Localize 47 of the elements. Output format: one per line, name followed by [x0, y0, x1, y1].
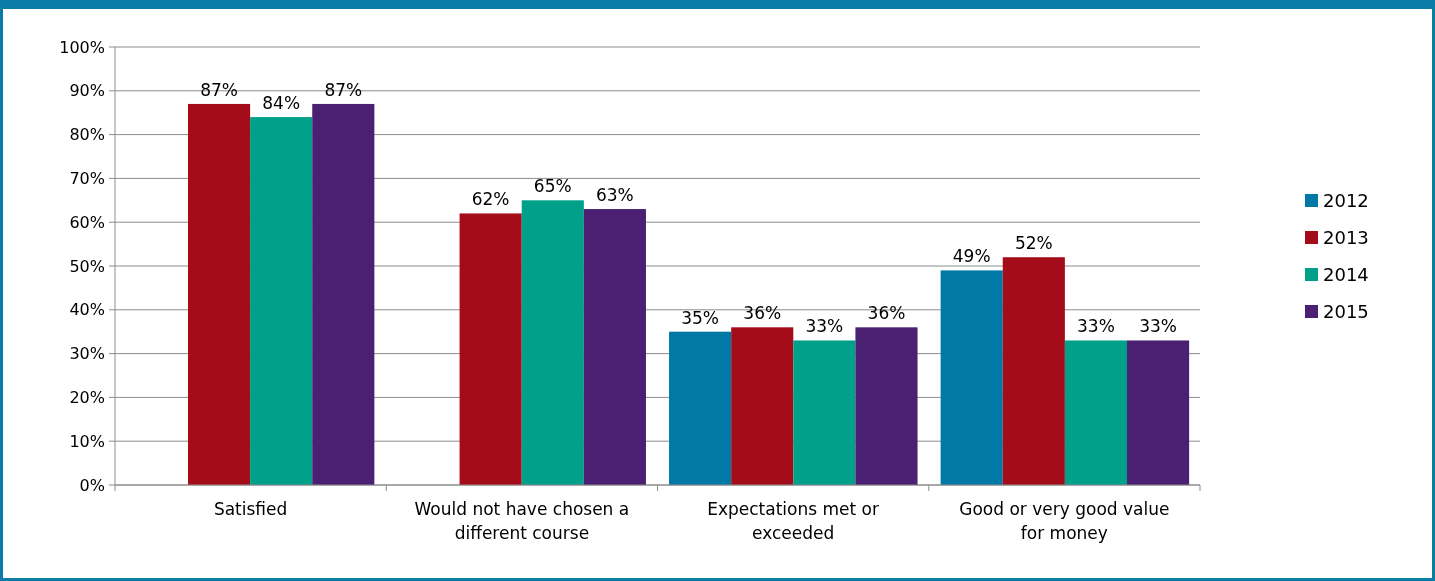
bar [1002, 257, 1065, 485]
data-label: 52% [1014, 233, 1053, 254]
data-label: 87% [324, 79, 363, 100]
y-tick-label: 80% [69, 125, 105, 145]
y-tick-label: 0% [79, 475, 105, 495]
y-tick-label: 10% [69, 431, 105, 451]
legend-label: 2014 [1323, 264, 1369, 286]
bar [855, 327, 918, 485]
data-label: 36% [743, 303, 782, 324]
y-tick-label: 50% [69, 256, 105, 276]
bar [583, 209, 646, 485]
bar [521, 200, 584, 485]
x-tick-label: Would not have chosen a different course [414, 499, 630, 543]
data-label: 36% [867, 303, 906, 324]
data-label: 33% [1139, 316, 1177, 337]
data-label: 35% [681, 307, 719, 328]
bar [459, 213, 522, 485]
bar [1127, 340, 1190, 485]
y-tick-label: 100% [59, 37, 105, 57]
x-tick-label: Expectations met or exceeded [707, 499, 880, 543]
data-label: 49% [952, 246, 991, 267]
bar [940, 270, 1003, 485]
bar [731, 327, 794, 485]
data-label: 62% [471, 189, 510, 210]
legend-label: 2013 [1323, 227, 1369, 249]
bar [1064, 340, 1128, 485]
y-tick-label: 40% [69, 300, 105, 320]
bar [187, 103, 251, 485]
y-tick-label: 60% [69, 212, 105, 232]
bar [312, 103, 375, 485]
bar [250, 117, 313, 485]
y-tick-label: 70% [69, 169, 105, 188]
y-tick-label: 30% [69, 344, 105, 364]
data-label: 84% [262, 93, 301, 114]
data-label: 33% [805, 316, 844, 337]
legend-label: 2015 [1323, 301, 1369, 323]
data-label: 87% [200, 79, 238, 100]
bar [793, 340, 856, 485]
legend-label: 2012 [1323, 190, 1369, 212]
data-label: 63% [596, 185, 634, 206]
y-tick-label: 90% [69, 81, 105, 101]
x-tick-label: Good or very good value for money [959, 499, 1170, 543]
data-label: 65% [533, 176, 572, 197]
y-tick-label: 20% [69, 388, 105, 407]
data-label: 33% [1077, 316, 1115, 337]
x-tick-label: Satisfied [213, 499, 288, 519]
bar [669, 331, 732, 485]
